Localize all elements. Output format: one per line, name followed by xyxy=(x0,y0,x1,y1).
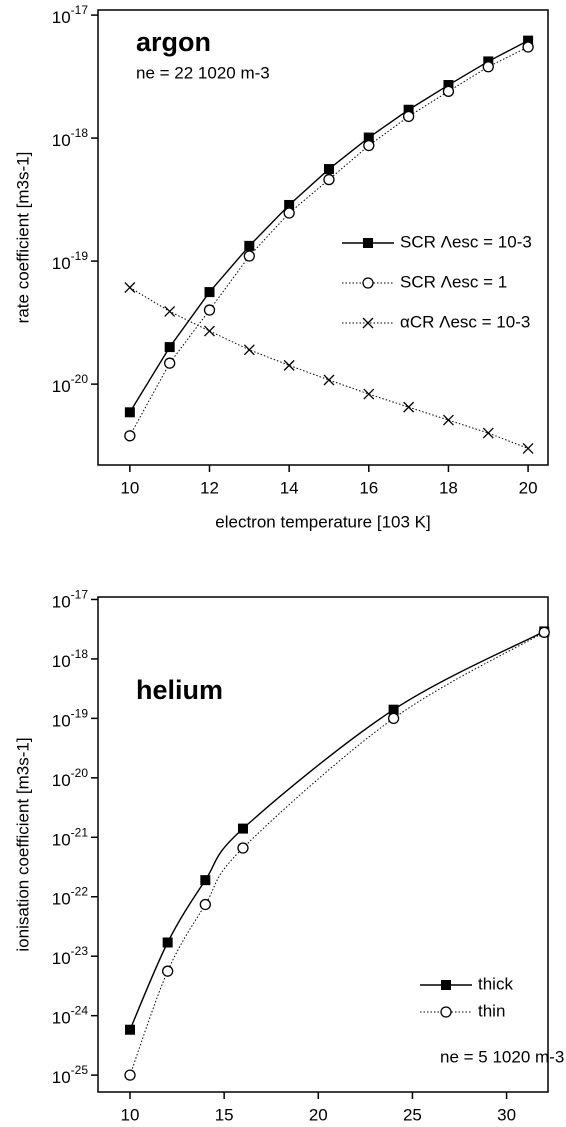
y-axis-label: rate coefficient [m3s-1] xyxy=(13,152,32,324)
y-axis-label: ionisation coefficient [m3s-1] xyxy=(13,737,32,951)
marker-square xyxy=(441,980,451,990)
panel-title: helium xyxy=(136,675,223,705)
marker-circle xyxy=(199,898,211,911)
marker-square xyxy=(164,342,175,353)
y-tick-label: 10-23 xyxy=(52,944,89,968)
marker-circle xyxy=(387,712,400,725)
x-tick-label: 20 xyxy=(309,1105,328,1124)
marker-x xyxy=(124,282,136,293)
marker-x xyxy=(403,401,415,413)
marker-square xyxy=(388,704,399,715)
y-tick-label: 10-24 xyxy=(52,1004,89,1028)
marker-circle xyxy=(283,207,295,219)
marker-square xyxy=(162,937,173,948)
panel-title: argon xyxy=(136,27,211,57)
y-tick-label: 10-22 xyxy=(52,885,89,909)
x-axis-label: electron temperature [103 K] xyxy=(215,512,430,531)
marker-square xyxy=(125,1024,136,1035)
marker-square xyxy=(124,407,135,418)
x-tick-label: 10 xyxy=(120,478,139,497)
marker-x xyxy=(283,359,295,371)
y-tick-label: 10-18 xyxy=(52,647,89,671)
marker-circle xyxy=(124,1069,136,1081)
x-tick-label: 30 xyxy=(497,1105,516,1124)
marker-circle xyxy=(363,139,375,152)
legend-label: SCR Λesc = 10-3 xyxy=(400,232,532,251)
marker-x xyxy=(243,344,255,356)
marker-square xyxy=(323,164,334,175)
legend-label: αCR Λesc = 10-3 xyxy=(400,312,530,331)
x-tick-label: 16 xyxy=(359,478,378,497)
y-tick-label: 10-17 xyxy=(52,588,89,612)
marker-x xyxy=(522,442,534,454)
legend-label: thick xyxy=(478,974,513,993)
marker-circle xyxy=(482,61,494,73)
series-line xyxy=(129,40,529,413)
marker-square xyxy=(284,199,295,210)
y-tick-label: 10-20 xyxy=(52,766,89,790)
marker-circle xyxy=(124,430,136,442)
marker-circle xyxy=(442,85,455,97)
marker-circle xyxy=(164,357,176,369)
marker-x xyxy=(363,388,375,400)
y-tick-label: 10-19 xyxy=(52,707,89,731)
y-tick-label: 10-20 xyxy=(52,372,89,396)
marker-circle xyxy=(538,626,550,638)
x-tick-label: 25 xyxy=(403,1105,422,1124)
plot-frame xyxy=(97,9,549,466)
marker-square xyxy=(200,875,211,886)
x-tick-label: 12 xyxy=(200,478,219,497)
legend-label: thin xyxy=(478,1001,505,1020)
marker-x xyxy=(442,414,454,426)
y-tick-label: 10-25 xyxy=(52,1063,89,1087)
x-tick-label: 14 xyxy=(280,478,299,497)
y-tick-label: 10-18 xyxy=(52,126,89,150)
marker-square xyxy=(363,132,374,143)
marker-circle xyxy=(243,250,255,262)
marker-x xyxy=(323,374,335,386)
y-tick-label: 10-19 xyxy=(52,249,89,273)
plot-frame xyxy=(97,596,549,1093)
marker-circle xyxy=(323,173,335,186)
marker-x xyxy=(482,427,494,439)
legend-label: SCR Λesc = 1 xyxy=(400,272,507,291)
marker-square xyxy=(244,240,255,251)
y-tick-label: 10-21 xyxy=(52,825,89,849)
marker-circle xyxy=(522,41,534,53)
marker-x xyxy=(204,325,215,337)
marker-circle xyxy=(203,304,216,316)
marker-circle xyxy=(237,842,249,854)
marker-circle xyxy=(402,110,415,123)
annotation: ne = 22 1020 m-3 xyxy=(136,63,270,82)
x-tick-label: 20 xyxy=(519,478,538,497)
x-tick-label: 10 xyxy=(121,1105,140,1124)
marker-square xyxy=(443,80,454,91)
x-tick-label: 18 xyxy=(439,478,458,497)
annotation: ne = 5 1020 m-3 xyxy=(440,1047,564,1066)
marker-circle xyxy=(162,965,174,977)
marker-square xyxy=(523,35,534,46)
marker-x xyxy=(164,305,176,317)
y-tick-label: 10-17 xyxy=(52,3,89,27)
marker-square xyxy=(204,287,215,298)
marker-square xyxy=(237,823,248,834)
marker-square xyxy=(363,238,373,248)
marker-square xyxy=(403,104,414,115)
x-tick-label: 15 xyxy=(215,1105,234,1124)
marker-circle xyxy=(440,1006,452,1018)
marker-circle xyxy=(362,277,374,289)
marker-x xyxy=(362,317,374,329)
